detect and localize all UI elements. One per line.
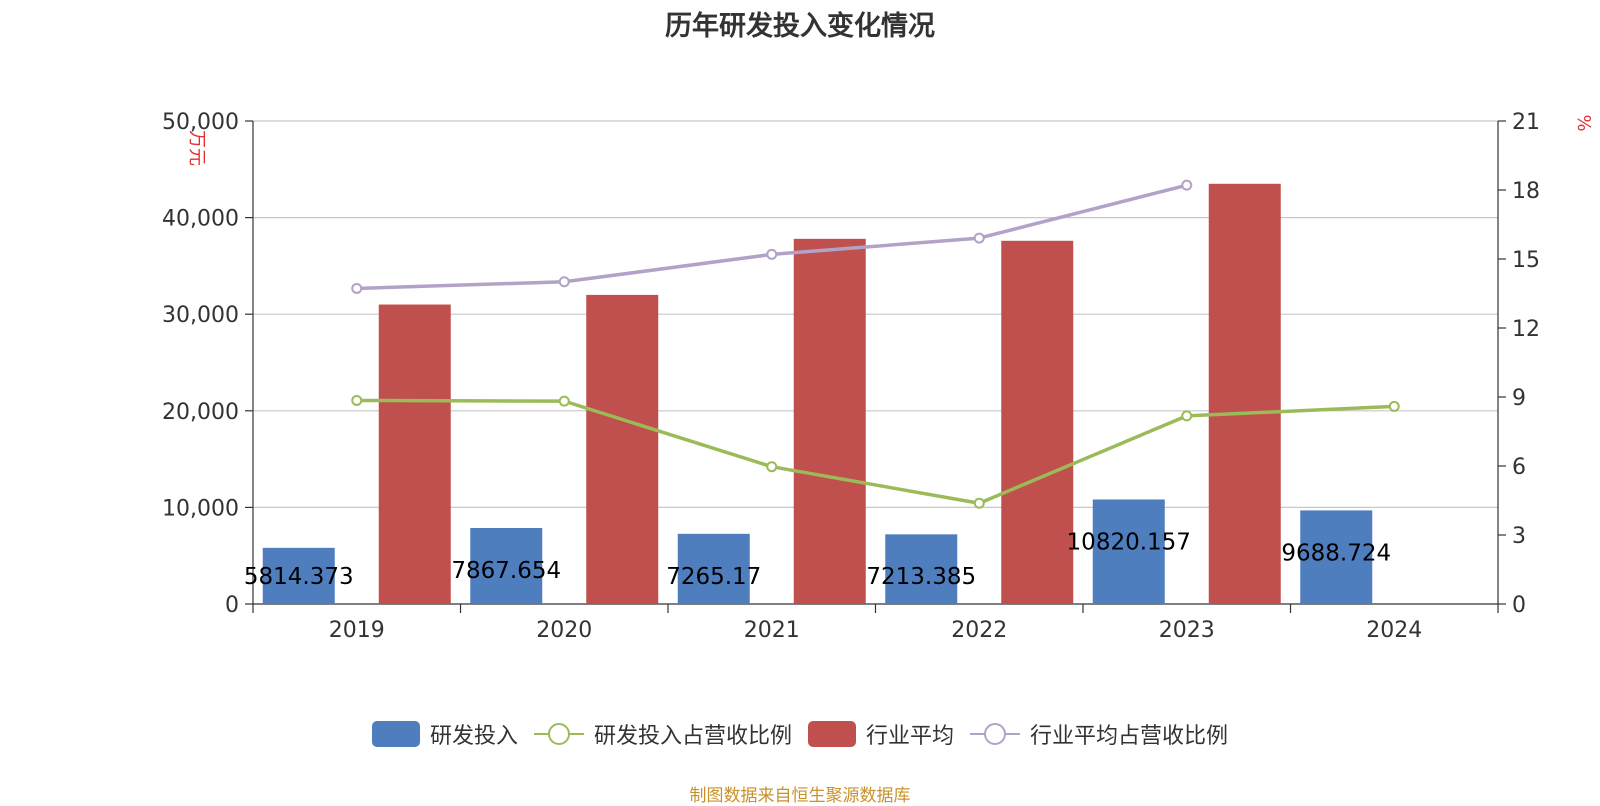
y-left-unit: 万元	[186, 130, 207, 166]
bar	[1300, 510, 1373, 604]
bar-data-label: 7867.654	[451, 558, 561, 584]
bar-data-label: 7213.385	[866, 564, 976, 590]
bar	[1001, 240, 1074, 604]
legend-item[interactable]: 研发投入	[371, 718, 518, 750]
y-left-tick-label: 10,000	[162, 496, 239, 521]
y-right-tick-label: 6	[1512, 455, 1526, 480]
y-right-tick-label: 12	[1512, 317, 1540, 342]
bar-data-label: 7265.17	[666, 564, 761, 590]
y-right-tick-label: 18	[1512, 179, 1540, 204]
line-point	[351, 394, 363, 406]
series-line	[356, 398, 1395, 506]
bar-data-label: 10820.157	[1067, 529, 1191, 555]
legend-bar-swatch	[371, 721, 420, 747]
x-tick-label: 2024	[1366, 618, 1422, 643]
y-right-tick-label: 15	[1512, 248, 1540, 273]
bar-data-label: 5814.373	[244, 564, 354, 590]
line-point	[766, 248, 778, 260]
legend-item[interactable]: 研发投入占营收比例	[533, 718, 792, 750]
line-point	[351, 282, 363, 294]
legend-item[interactable]: 行业平均占营收比例	[970, 718, 1228, 750]
y-right-tick-label: 3	[1512, 524, 1526, 549]
y-right-tick-label: 21	[1512, 110, 1540, 135]
axes: 0 10,000 20,000 30,000 40,000 50,000 0 3 6 9 12 15 1…	[162, 110, 1594, 643]
bar	[1208, 183, 1281, 605]
x-tick-label: 2021	[744, 618, 800, 643]
y-right-tick-label: 0	[1512, 593, 1526, 618]
line-point	[973, 232, 985, 244]
x-tick-label: 2020	[536, 618, 592, 643]
legend-circle-marker	[547, 723, 570, 745]
x-tick-label: 2023	[1159, 618, 1215, 643]
line-point	[1181, 179, 1193, 191]
bar	[262, 547, 335, 604]
legend: 研发投入 研发投入占营收比例 行业平均 行业平均占营收比例	[0, 718, 1600, 753]
bar	[677, 533, 750, 604]
bar-data-label: 9688.724	[1281, 540, 1391, 566]
legend-label: 研发投入	[429, 724, 518, 749]
lines	[351, 179, 1400, 509]
line-point	[558, 395, 570, 407]
data-labels: 5814.373 7867.654 7265.17 7213.385 10820.157…	[244, 529, 1391, 590]
grid-lines	[253, 120, 1498, 508]
line-point	[558, 276, 570, 288]
line-point	[973, 497, 985, 509]
y-right-tick-label: 9	[1512, 386, 1526, 411]
bars	[262, 183, 1373, 605]
bar	[1092, 499, 1165, 604]
legend-circle-marker	[984, 723, 1007, 745]
legend-label: 研发投入占营收比例	[593, 724, 792, 749]
y-left-tick-label: 30,000	[162, 303, 239, 328]
legend-item[interactable]: 行业平均	[808, 718, 954, 750]
y-left-tick-label: 40,000	[162, 207, 239, 232]
bar	[378, 304, 451, 604]
legend-label: 行业平均	[866, 724, 955, 749]
chart-title: 历年研发投入变化情况	[665, 11, 935, 42]
bar	[470, 527, 543, 604]
y-left-tick-label: 0	[225, 593, 239, 618]
legend-line-swatch	[970, 721, 1021, 747]
bar	[885, 534, 958, 604]
legend-label: 行业平均占营收比例	[1030, 724, 1229, 749]
source-note: 制图数据来自恒生聚源数据库	[689, 786, 911, 806]
line-point	[1181, 410, 1193, 422]
x-tick-label: 2019	[329, 618, 385, 643]
legend-line-swatch	[533, 721, 584, 747]
x-tick-label: 2022	[951, 618, 1007, 643]
bar	[586, 294, 659, 604]
bar	[793, 238, 866, 605]
legend-bar-swatch	[808, 721, 856, 747]
y-left-tick-label: 20,000	[162, 400, 239, 425]
line-point	[766, 461, 778, 473]
y-right-unit: %	[1573, 114, 1594, 131]
y-left-tick-label: 50,000	[162, 110, 239, 135]
line-point	[1388, 400, 1400, 412]
